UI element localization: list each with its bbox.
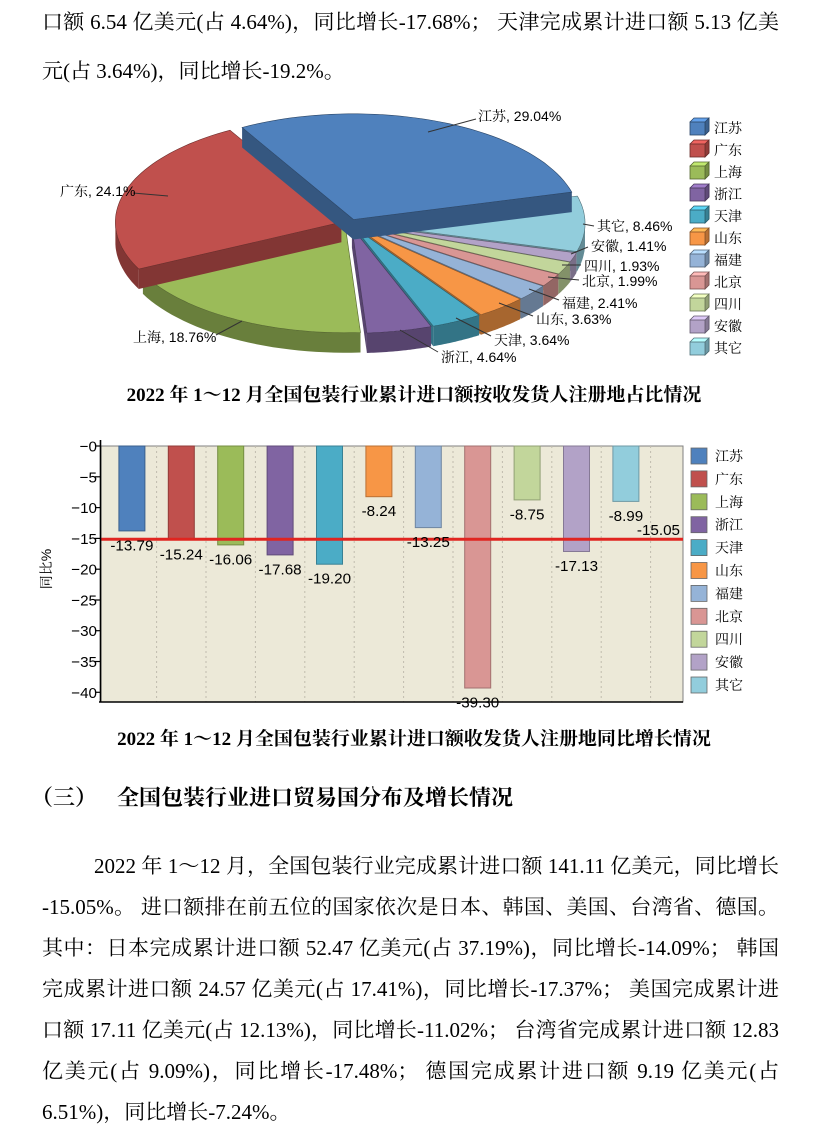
svg-text:-15.05: -15.05: [637, 522, 680, 539]
svg-text:安徽, 1.41%: 安徽, 1.41%: [591, 238, 666, 254]
svg-text:−0: −0: [80, 439, 97, 456]
svg-text:−10: −10: [71, 500, 97, 517]
svg-text:四川: 四川: [714, 296, 742, 312]
svg-text:福建: 福建: [715, 585, 743, 601]
svg-text:-16.06: -16.06: [209, 551, 252, 568]
svg-text:北京, 1.99%: 北京, 1.99%: [582, 273, 657, 289]
svg-text:-19.20: -19.20: [308, 571, 351, 588]
svg-text:−30: −30: [71, 623, 97, 640]
svg-text:安徽: 安徽: [714, 318, 742, 334]
svg-text:山东, 3.63%: 山东, 3.63%: [536, 311, 611, 327]
svg-text:-17.68: -17.68: [259, 561, 302, 578]
svg-text:安徽: 安徽: [715, 654, 743, 670]
svg-text:浙江: 浙江: [714, 186, 742, 202]
svg-text:其它: 其它: [715, 677, 743, 693]
svg-text:-8.99: -8.99: [609, 508, 644, 525]
svg-text:江苏, 29.04%: 江苏, 29.04%: [478, 108, 561, 124]
svg-text:广东, 24.1%: 广东, 24.1%: [60, 183, 135, 199]
svg-text:四川, 1.93%: 四川, 1.93%: [584, 258, 659, 274]
svg-text:山东: 山东: [715, 563, 743, 579]
svg-text:福建: 福建: [714, 252, 742, 268]
svg-text:北京: 北京: [714, 274, 742, 290]
svg-text:上海, 18.76%: 上海, 18.76%: [133, 329, 216, 345]
svg-text:−35: −35: [71, 654, 97, 671]
svg-text:广东: 广东: [714, 142, 742, 158]
svg-text:其它, 8.46%: 其它, 8.46%: [597, 218, 672, 234]
svg-text:江苏: 江苏: [714, 120, 742, 136]
svg-text:−20: −20: [71, 562, 97, 579]
svg-text:同比%: 同比%: [38, 549, 54, 589]
svg-text:上海: 上海: [715, 494, 743, 510]
svg-text:天津: 天津: [715, 540, 743, 556]
svg-text:天津, 3.64%: 天津, 3.64%: [494, 332, 569, 348]
svg-text:北京: 北京: [715, 608, 743, 624]
svg-text:浙江: 浙江: [715, 517, 743, 533]
svg-text:-13.79: -13.79: [110, 537, 153, 554]
svg-text:−40: −40: [71, 685, 97, 702]
svg-text:上海: 上海: [714, 164, 742, 180]
svg-text:−25: −25: [71, 593, 97, 610]
svg-text:江苏: 江苏: [715, 448, 743, 464]
svg-text:-17.13: -17.13: [555, 558, 598, 575]
svg-text:−15: −15: [71, 531, 97, 548]
svg-text:广东: 广东: [715, 471, 743, 487]
svg-text:其它: 其它: [714, 340, 742, 356]
svg-text:−5: −5: [80, 469, 97, 486]
svg-text:-8.24: -8.24: [362, 503, 397, 520]
svg-text:福建, 2.41%: 福建, 2.41%: [562, 295, 637, 311]
svg-text:-39.30: -39.30: [456, 695, 499, 712]
svg-text:四川: 四川: [715, 631, 743, 647]
svg-text:天津: 天津: [714, 208, 742, 224]
svg-text:山东: 山东: [714, 230, 742, 246]
svg-text:-15.24: -15.24: [160, 546, 203, 563]
svg-text:-13.25: -13.25: [407, 534, 450, 551]
svg-text:-8.75: -8.75: [510, 506, 545, 523]
svg-text:浙江, 4.64%: 浙江, 4.64%: [441, 349, 516, 365]
